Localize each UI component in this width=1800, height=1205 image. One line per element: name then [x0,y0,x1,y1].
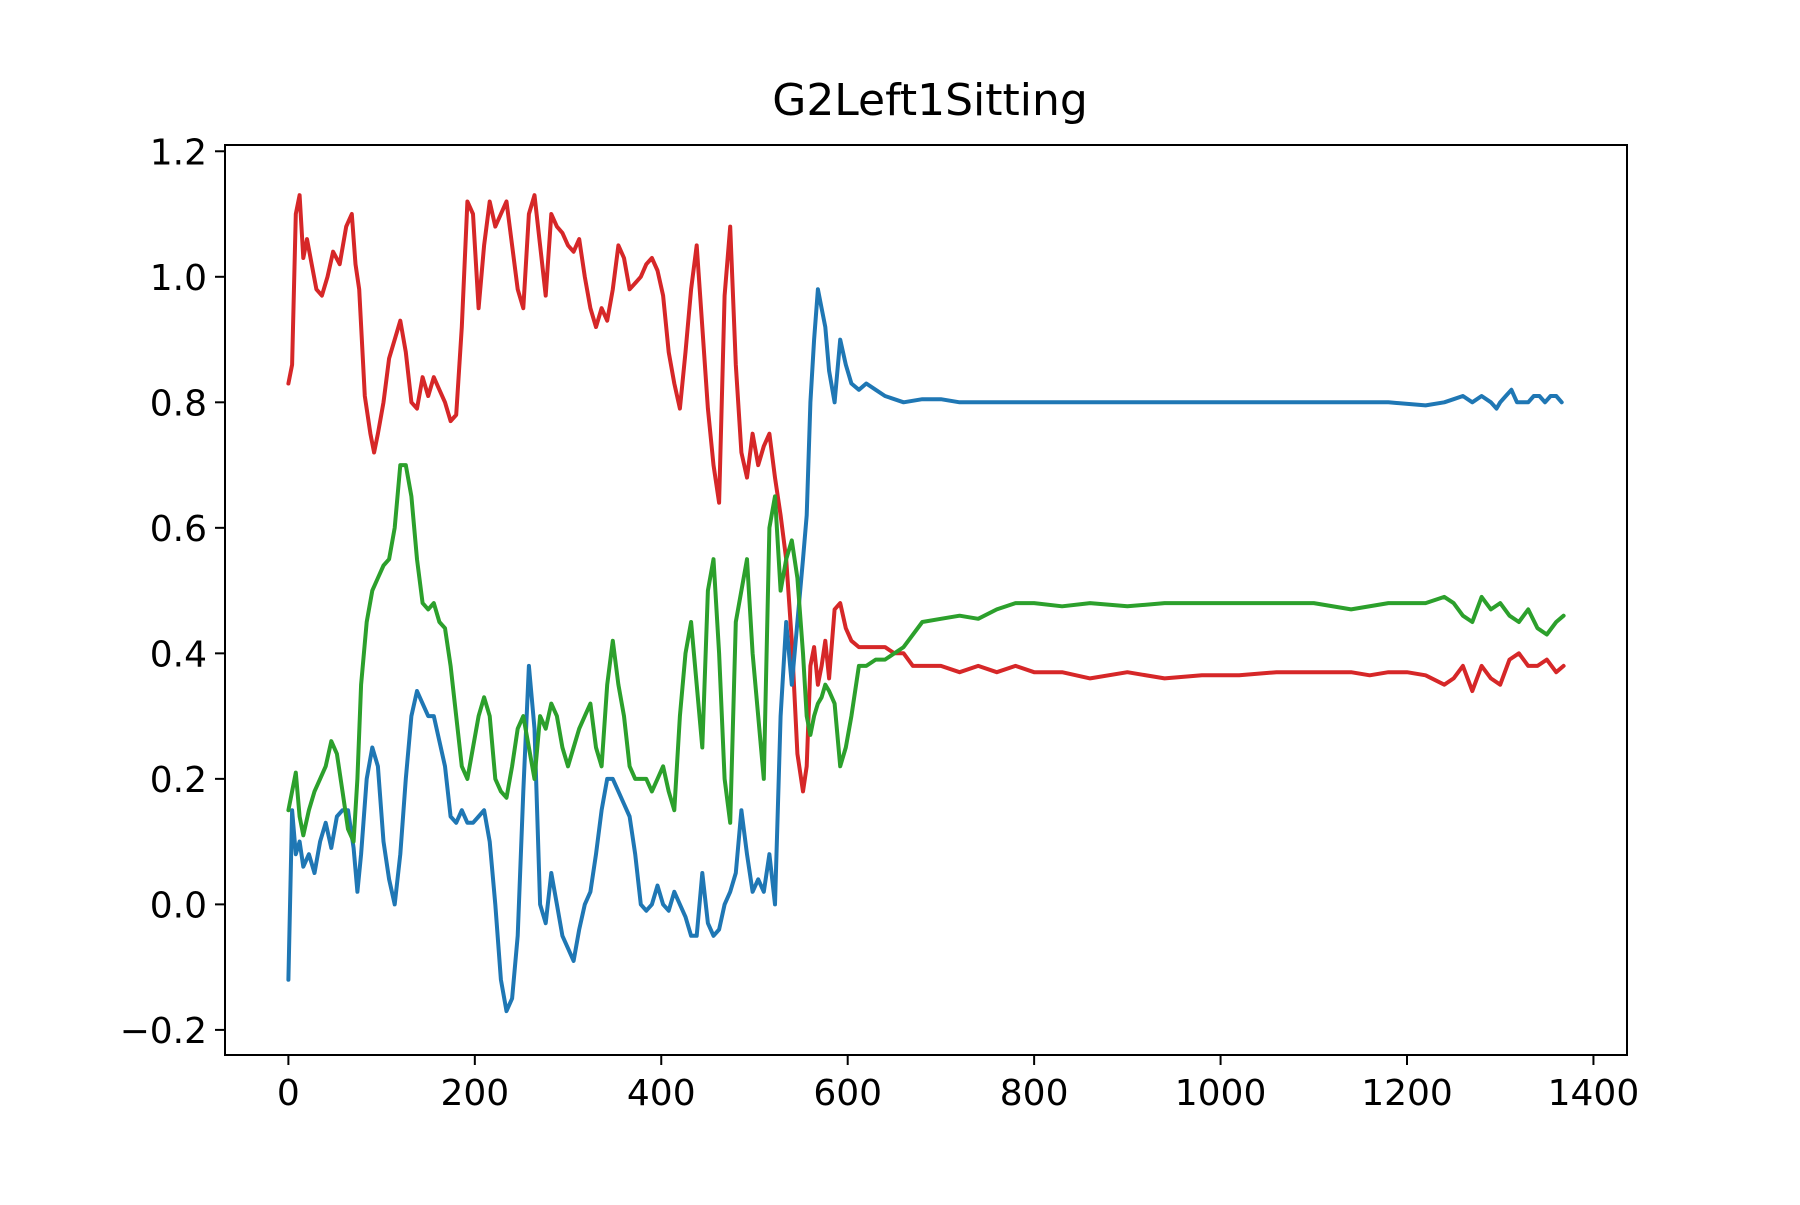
x-tick-label: 0 [277,1073,300,1114]
x-axis: 0 200 400 600 800 1000 1200 1400 [277,1055,1639,1114]
y-tick-label: 0.4 [150,634,207,675]
y-tick-label: 0.0 [150,885,207,926]
series-line-2 [286,287,1564,1014]
x-tick-label: 400 [627,1073,696,1114]
y-tick-label: 1.0 [150,258,207,299]
y-tick-label: 1.2 [150,132,207,173]
x-tick-label: 600 [813,1073,882,1114]
series-line-1 [286,193,1566,794]
y-tick-label: 0.8 [150,383,207,424]
x-tick-label: 800 [1000,1073,1069,1114]
series-layer [286,193,1566,1014]
y-axis: −0.2 0.0 0.2 0.4 0.6 0.8 1.0 1.2 [120,132,225,1052]
series-line-3 [286,463,1566,844]
y-tick-label: 0.6 [150,509,207,550]
x-tick-label: 200 [440,1073,509,1114]
plot-area-frame [224,144,1628,1056]
y-tick-label: −0.2 [120,1011,207,1052]
chart-title: G2Left1Sitting [772,75,1088,126]
y-tick-label: 0.2 [150,760,207,801]
x-tick-label: 1400 [1548,1073,1640,1114]
x-tick-label: 1200 [1361,1073,1453,1114]
x-tick-label: 1000 [1175,1073,1267,1114]
